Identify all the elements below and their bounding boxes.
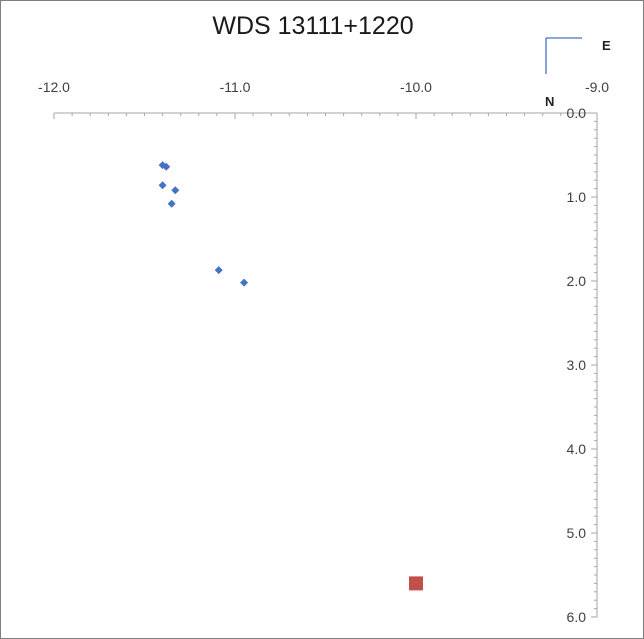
chart-title: WDS 13111+1220 [212,12,414,40]
data-point-diamond [214,266,223,275]
x-tick-label: -10.0 [400,79,432,95]
data-points-group [158,161,423,591]
y-tick-label: 1.0 [567,189,587,205]
data-point-diamond [171,186,180,195]
axes-group: -12.0 -11.0 -10.0 -9.0 0.0 1.0 2.0 3.0 4.0 5.0 6.0 [38,79,609,625]
compass-north-label: N [545,94,554,109]
x-tick-label: -12.0 [38,79,70,95]
y-tick-label: 5.0 [567,525,587,541]
data-point-diamond [158,181,167,190]
y-tick-label: 4.0 [567,441,587,457]
x-tick-label: -11.0 [220,79,251,95]
data-point-square [409,576,423,591]
y-tick-label: 2.0 [567,273,587,289]
data-point-diamond [167,199,176,208]
compass-indicator: E N [545,37,611,109]
data-point-diamond [162,162,171,171]
y-tick-label: 0.0 [567,105,587,121]
x-tick-label: -9.0 [585,79,609,95]
y-tick-label: 6.0 [567,609,587,625]
y-tick-label: 3.0 [567,357,587,373]
compass-lines [545,37,582,74]
data-point-diamond [240,278,249,287]
compass-east-label: E [602,38,611,53]
